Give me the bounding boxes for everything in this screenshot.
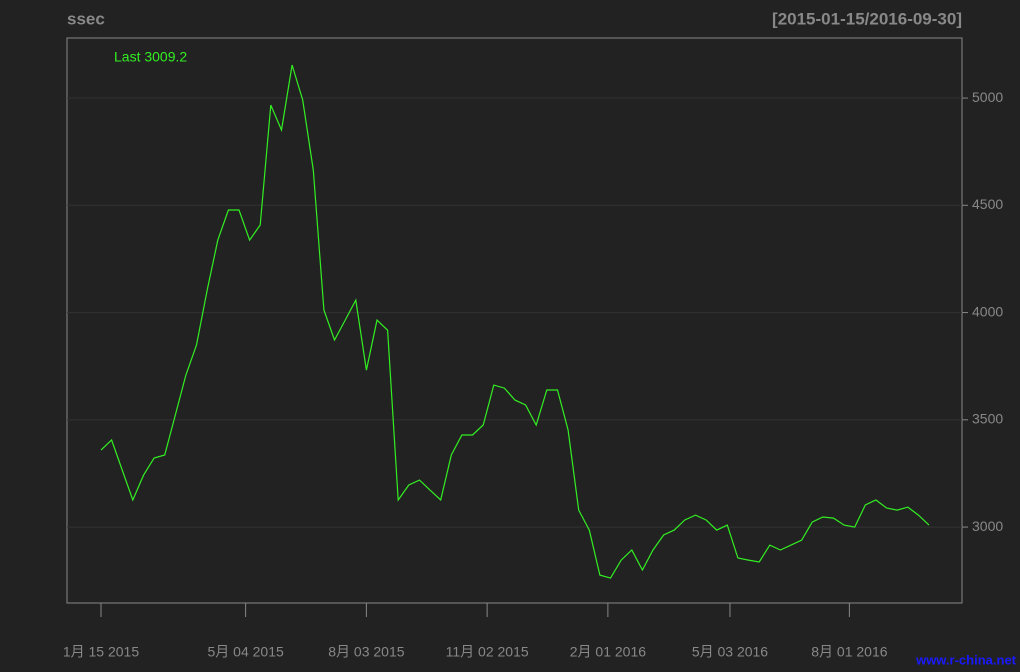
chart-title: ssec (67, 9, 105, 28)
x-tick-label: 5月 04 2015 (207, 644, 283, 660)
watermark: www.r-china.net (915, 652, 1017, 667)
x-tick-label: 11月 02 2015 (446, 644, 529, 660)
x-tick-label: 5月 03 2016 (692, 644, 768, 660)
y-tick-label: 4000 (972, 303, 1003, 319)
x-tick-label: 8月 03 2015 (328, 644, 404, 660)
date-range: [2015-01-15/2016-09-30] (772, 9, 962, 28)
y-tick-label: 3500 (972, 411, 1003, 427)
price-line (100, 64, 930, 579)
x-tick-label: 2月 01 2016 (570, 644, 646, 660)
x-tick-label: 1月 15 2015 (63, 644, 139, 660)
y-tick-label: 3000 (972, 518, 1003, 534)
plot-frame (66, 37, 963, 604)
last-value: Last 3009.2 (114, 49, 187, 65)
x-tick-label: 8月 01 2016 (811, 644, 887, 660)
y-tick-label: 4500 (972, 196, 1003, 212)
y-tick-label: 5000 (972, 89, 1003, 105)
